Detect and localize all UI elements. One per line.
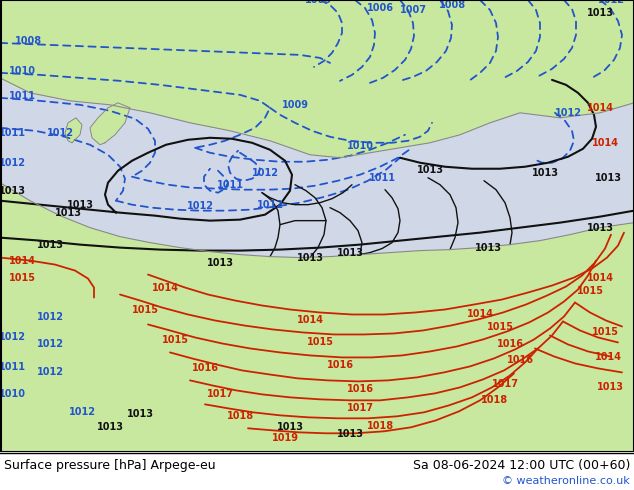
Text: 1012: 1012 [597, 0, 624, 5]
Text: 1013: 1013 [337, 247, 363, 258]
Text: 1016: 1016 [347, 384, 373, 394]
Text: 1013: 1013 [597, 382, 623, 392]
Text: © weatheronline.co.uk: © weatheronline.co.uk [502, 476, 630, 486]
Text: 1013: 1013 [595, 172, 621, 183]
Polygon shape [65, 118, 82, 143]
Text: 1012: 1012 [37, 368, 63, 377]
Text: 1017: 1017 [347, 403, 373, 414]
Text: 1012: 1012 [68, 407, 96, 417]
Text: 1013: 1013 [96, 422, 124, 432]
Text: 1016: 1016 [327, 361, 354, 370]
Text: 1013: 1013 [207, 258, 233, 268]
Polygon shape [0, 183, 634, 452]
Polygon shape [90, 103, 130, 145]
Text: 1015: 1015 [162, 336, 188, 345]
Text: 1015: 1015 [8, 272, 36, 283]
Polygon shape [478, 293, 540, 341]
Text: 1011: 1011 [368, 172, 396, 183]
Polygon shape [48, 313, 190, 388]
Text: 1010: 1010 [347, 141, 373, 151]
Text: 1013: 1013 [127, 409, 153, 419]
Text: 1013: 1013 [276, 422, 304, 432]
Text: 1013: 1013 [586, 8, 614, 18]
Text: 1019: 1019 [271, 433, 299, 443]
Text: 1013: 1013 [37, 240, 63, 249]
Text: 1013: 1013 [337, 429, 363, 440]
Text: 1015: 1015 [576, 286, 604, 295]
Text: 1010: 1010 [0, 390, 25, 399]
Polygon shape [0, 0, 634, 158]
Text: 1012: 1012 [257, 199, 283, 210]
Text: Sa 08-06-2024 12:00 UTC (00+60): Sa 08-06-2024 12:00 UTC (00+60) [413, 459, 630, 472]
Text: Surface pressure [hPa] Arpege-eu: Surface pressure [hPa] Arpege-eu [4, 459, 216, 472]
Text: 1014: 1014 [592, 138, 619, 148]
Text: 1014: 1014 [586, 272, 614, 283]
Text: 1015: 1015 [306, 338, 333, 347]
Text: 1012: 1012 [0, 332, 25, 343]
Text: 1008: 1008 [15, 36, 42, 46]
Text: 1012: 1012 [252, 168, 278, 178]
Text: 1013: 1013 [67, 199, 93, 210]
Polygon shape [320, 138, 340, 158]
Text: 1005: 1005 [304, 0, 332, 5]
Text: 1012: 1012 [555, 108, 581, 118]
Text: 1013: 1013 [55, 208, 82, 218]
Text: 1013: 1013 [474, 243, 501, 253]
Text: 1011: 1011 [0, 128, 25, 138]
Text: 1013: 1013 [586, 222, 614, 233]
Text: 1015: 1015 [592, 327, 619, 338]
Text: 1012: 1012 [37, 340, 63, 349]
Text: 1016: 1016 [496, 340, 524, 349]
Polygon shape [302, 125, 322, 155]
Text: 1013: 1013 [531, 168, 559, 178]
Text: 1012: 1012 [186, 201, 214, 211]
Polygon shape [305, 338, 320, 354]
Text: 1014: 1014 [595, 352, 621, 363]
Polygon shape [278, 324, 295, 341]
Text: 1012: 1012 [0, 158, 25, 168]
Text: 1010: 1010 [8, 66, 36, 76]
Text: 1008: 1008 [439, 0, 465, 10]
Text: 1014: 1014 [152, 283, 179, 293]
Text: 1013: 1013 [0, 186, 25, 196]
Text: 1011: 1011 [8, 91, 36, 101]
Text: 1014: 1014 [8, 256, 36, 266]
Text: 1018: 1018 [481, 395, 508, 405]
Text: 1014: 1014 [586, 103, 614, 113]
Text: 1015: 1015 [486, 322, 514, 333]
Text: 1012: 1012 [37, 313, 63, 322]
Text: 1007: 1007 [399, 5, 427, 15]
Text: 1016: 1016 [191, 364, 219, 373]
Polygon shape [0, 78, 634, 258]
Text: 1011: 1011 [216, 180, 243, 190]
Text: 1018: 1018 [366, 421, 394, 431]
Text: 1013: 1013 [297, 252, 323, 263]
Text: 1013: 1013 [417, 165, 444, 175]
Text: 1014: 1014 [297, 316, 323, 325]
Text: 1006: 1006 [366, 3, 394, 13]
Text: 1018: 1018 [226, 411, 254, 421]
Text: 1014: 1014 [467, 310, 493, 319]
Text: 1015: 1015 [131, 305, 158, 316]
Polygon shape [318, 293, 362, 365]
Text: 1017: 1017 [207, 390, 233, 399]
Text: 1012: 1012 [46, 128, 74, 138]
Text: 1016: 1016 [507, 355, 533, 366]
Text: 1017: 1017 [491, 379, 519, 390]
Text: 1009: 1009 [281, 100, 309, 110]
Text: 1011: 1011 [0, 363, 25, 372]
Polygon shape [0, 361, 634, 452]
